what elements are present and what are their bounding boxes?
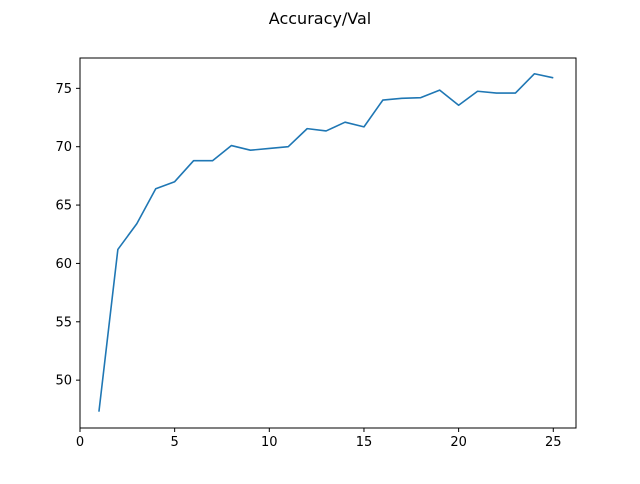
chart-title: Accuracy/Val <box>269 9 371 28</box>
y-tick-label: 70 <box>55 140 72 155</box>
y-tick-label: 55 <box>55 315 72 330</box>
y-tick-label: 50 <box>55 374 72 389</box>
x-tick-label: 15 <box>356 435 373 450</box>
x-tick-label: 0 <box>76 435 84 450</box>
y-tick-label: 65 <box>55 199 72 214</box>
y-tick-label: 60 <box>55 257 72 272</box>
y-tick-label: 75 <box>55 82 72 97</box>
x-tick-label: 5 <box>171 435 179 450</box>
x-tick-label: 10 <box>261 435 278 450</box>
x-tick-label: 25 <box>545 435 562 450</box>
x-tick-label: 20 <box>450 435 467 450</box>
